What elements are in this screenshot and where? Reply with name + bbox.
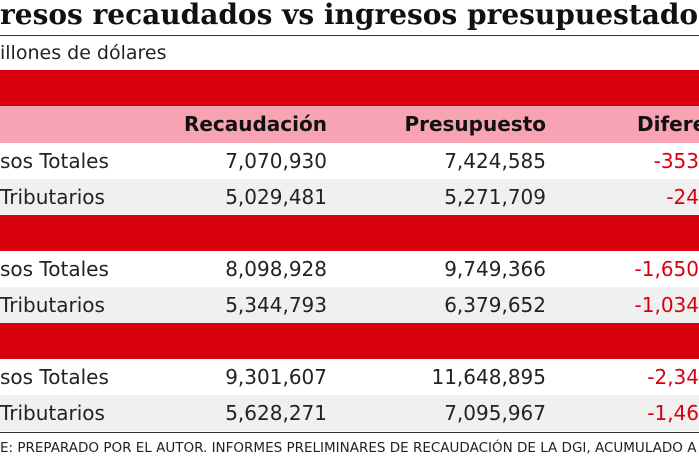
cell-value: -1,46 bbox=[647, 401, 699, 425]
cell-value: 7,070,930 bbox=[225, 149, 327, 173]
cell-value: 9,749,366 bbox=[444, 257, 546, 281]
cell-value: -1,034 bbox=[634, 293, 699, 317]
cell-value: 6,379,652 bbox=[444, 293, 546, 317]
cell-value: 8,098,928 bbox=[225, 257, 327, 281]
column-header: Difere bbox=[637, 112, 699, 136]
cell-value: 5,271,709 bbox=[444, 185, 546, 209]
table-row: sos Totales 9,301,607 11,648,895 -2,34 bbox=[0, 359, 699, 395]
cell-value: 9,301,607 bbox=[225, 365, 327, 389]
table-row: sos Totales 7,070,930 7,424,585 -353 bbox=[0, 143, 699, 179]
row-label: Tributarios bbox=[0, 401, 105, 425]
title: resos recaudados vs ingresos presupuesta… bbox=[0, 0, 699, 31]
table-row: Tributarios 5,344,793 6,379,652 -1,034 bbox=[0, 287, 699, 323]
cell-value: 7,095,967 bbox=[444, 401, 546, 425]
footer: E: PREPARADO POR EL AUTOR. INFORMES PREL… bbox=[0, 440, 699, 456]
table-row: Tributarios 5,029,481 5,271,709 -24 bbox=[0, 179, 699, 215]
row-label: sos Totales bbox=[0, 149, 109, 173]
cell-value: -1,650 bbox=[634, 257, 699, 281]
cell-value: -24 bbox=[666, 185, 699, 209]
cell-value: 5,628,271 bbox=[225, 401, 327, 425]
rule bbox=[0, 35, 699, 36]
column-header: Recaudación bbox=[183, 112, 327, 136]
group-band bbox=[0, 70, 699, 106]
row-label: sos Totales bbox=[0, 365, 109, 389]
row-label: Tributarios bbox=[0, 185, 105, 209]
table-row: Tributarios 5,628,271 7,095,967 -1,46 bbox=[0, 395, 699, 431]
cell-value: 7,424,585 bbox=[444, 149, 546, 173]
cell-value: 5,029,481 bbox=[225, 185, 327, 209]
row-label: Tributarios bbox=[0, 293, 105, 317]
cell-value: -353 bbox=[653, 149, 699, 173]
group-band bbox=[0, 323, 699, 359]
table-row: sos Totales 8,098,928 9,749,366 -1,650 bbox=[0, 251, 699, 287]
group-band bbox=[0, 215, 699, 251]
cell-value: -2,34 bbox=[647, 365, 699, 389]
column-header: Presupuesto bbox=[404, 112, 546, 136]
header-row: Recaudación Presupuesto Difere bbox=[0, 106, 699, 143]
cell-value: 5,344,793 bbox=[225, 293, 327, 317]
cell-value: 11,648,895 bbox=[431, 365, 546, 389]
rule bbox=[0, 432, 699, 433]
subtitle: illones de dólares bbox=[0, 42, 167, 64]
row-label: sos Totales bbox=[0, 257, 109, 281]
